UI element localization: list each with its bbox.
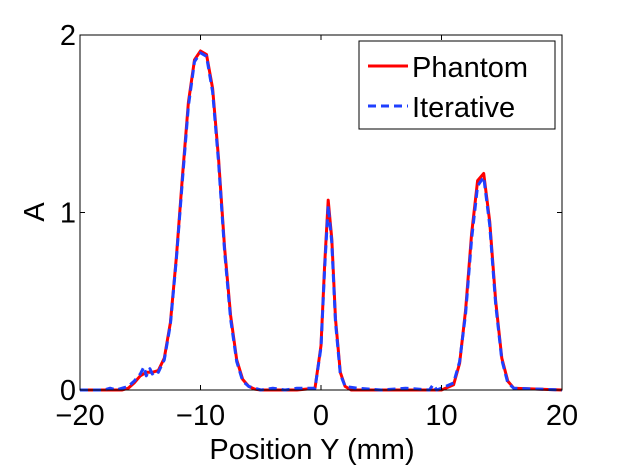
x-axis-label: Position Y (mm) — [209, 434, 414, 466]
legend: Phantom Iterative — [358, 40, 556, 130]
y-tick-label: 0 — [60, 375, 76, 407]
x-tick-label: −20 — [55, 400, 104, 432]
legend-label-phantom: Phantom — [412, 52, 528, 84]
y-tick-label: 1 — [60, 198, 76, 230]
y-tick-label: 2 — [60, 20, 76, 52]
x-tick-label: 20 — [546, 400, 578, 432]
ticks-layer: −20 −10 0 10 20 0 1 2 — [55, 20, 578, 432]
x-tick-label: 0 — [313, 400, 329, 432]
x-tick-label: 10 — [425, 400, 457, 432]
y-axis-label: A — [19, 202, 51, 222]
legend-label-iterative: Iterative — [412, 92, 515, 124]
legend-box — [358, 40, 556, 130]
x-tick-label: −10 — [176, 400, 225, 432]
